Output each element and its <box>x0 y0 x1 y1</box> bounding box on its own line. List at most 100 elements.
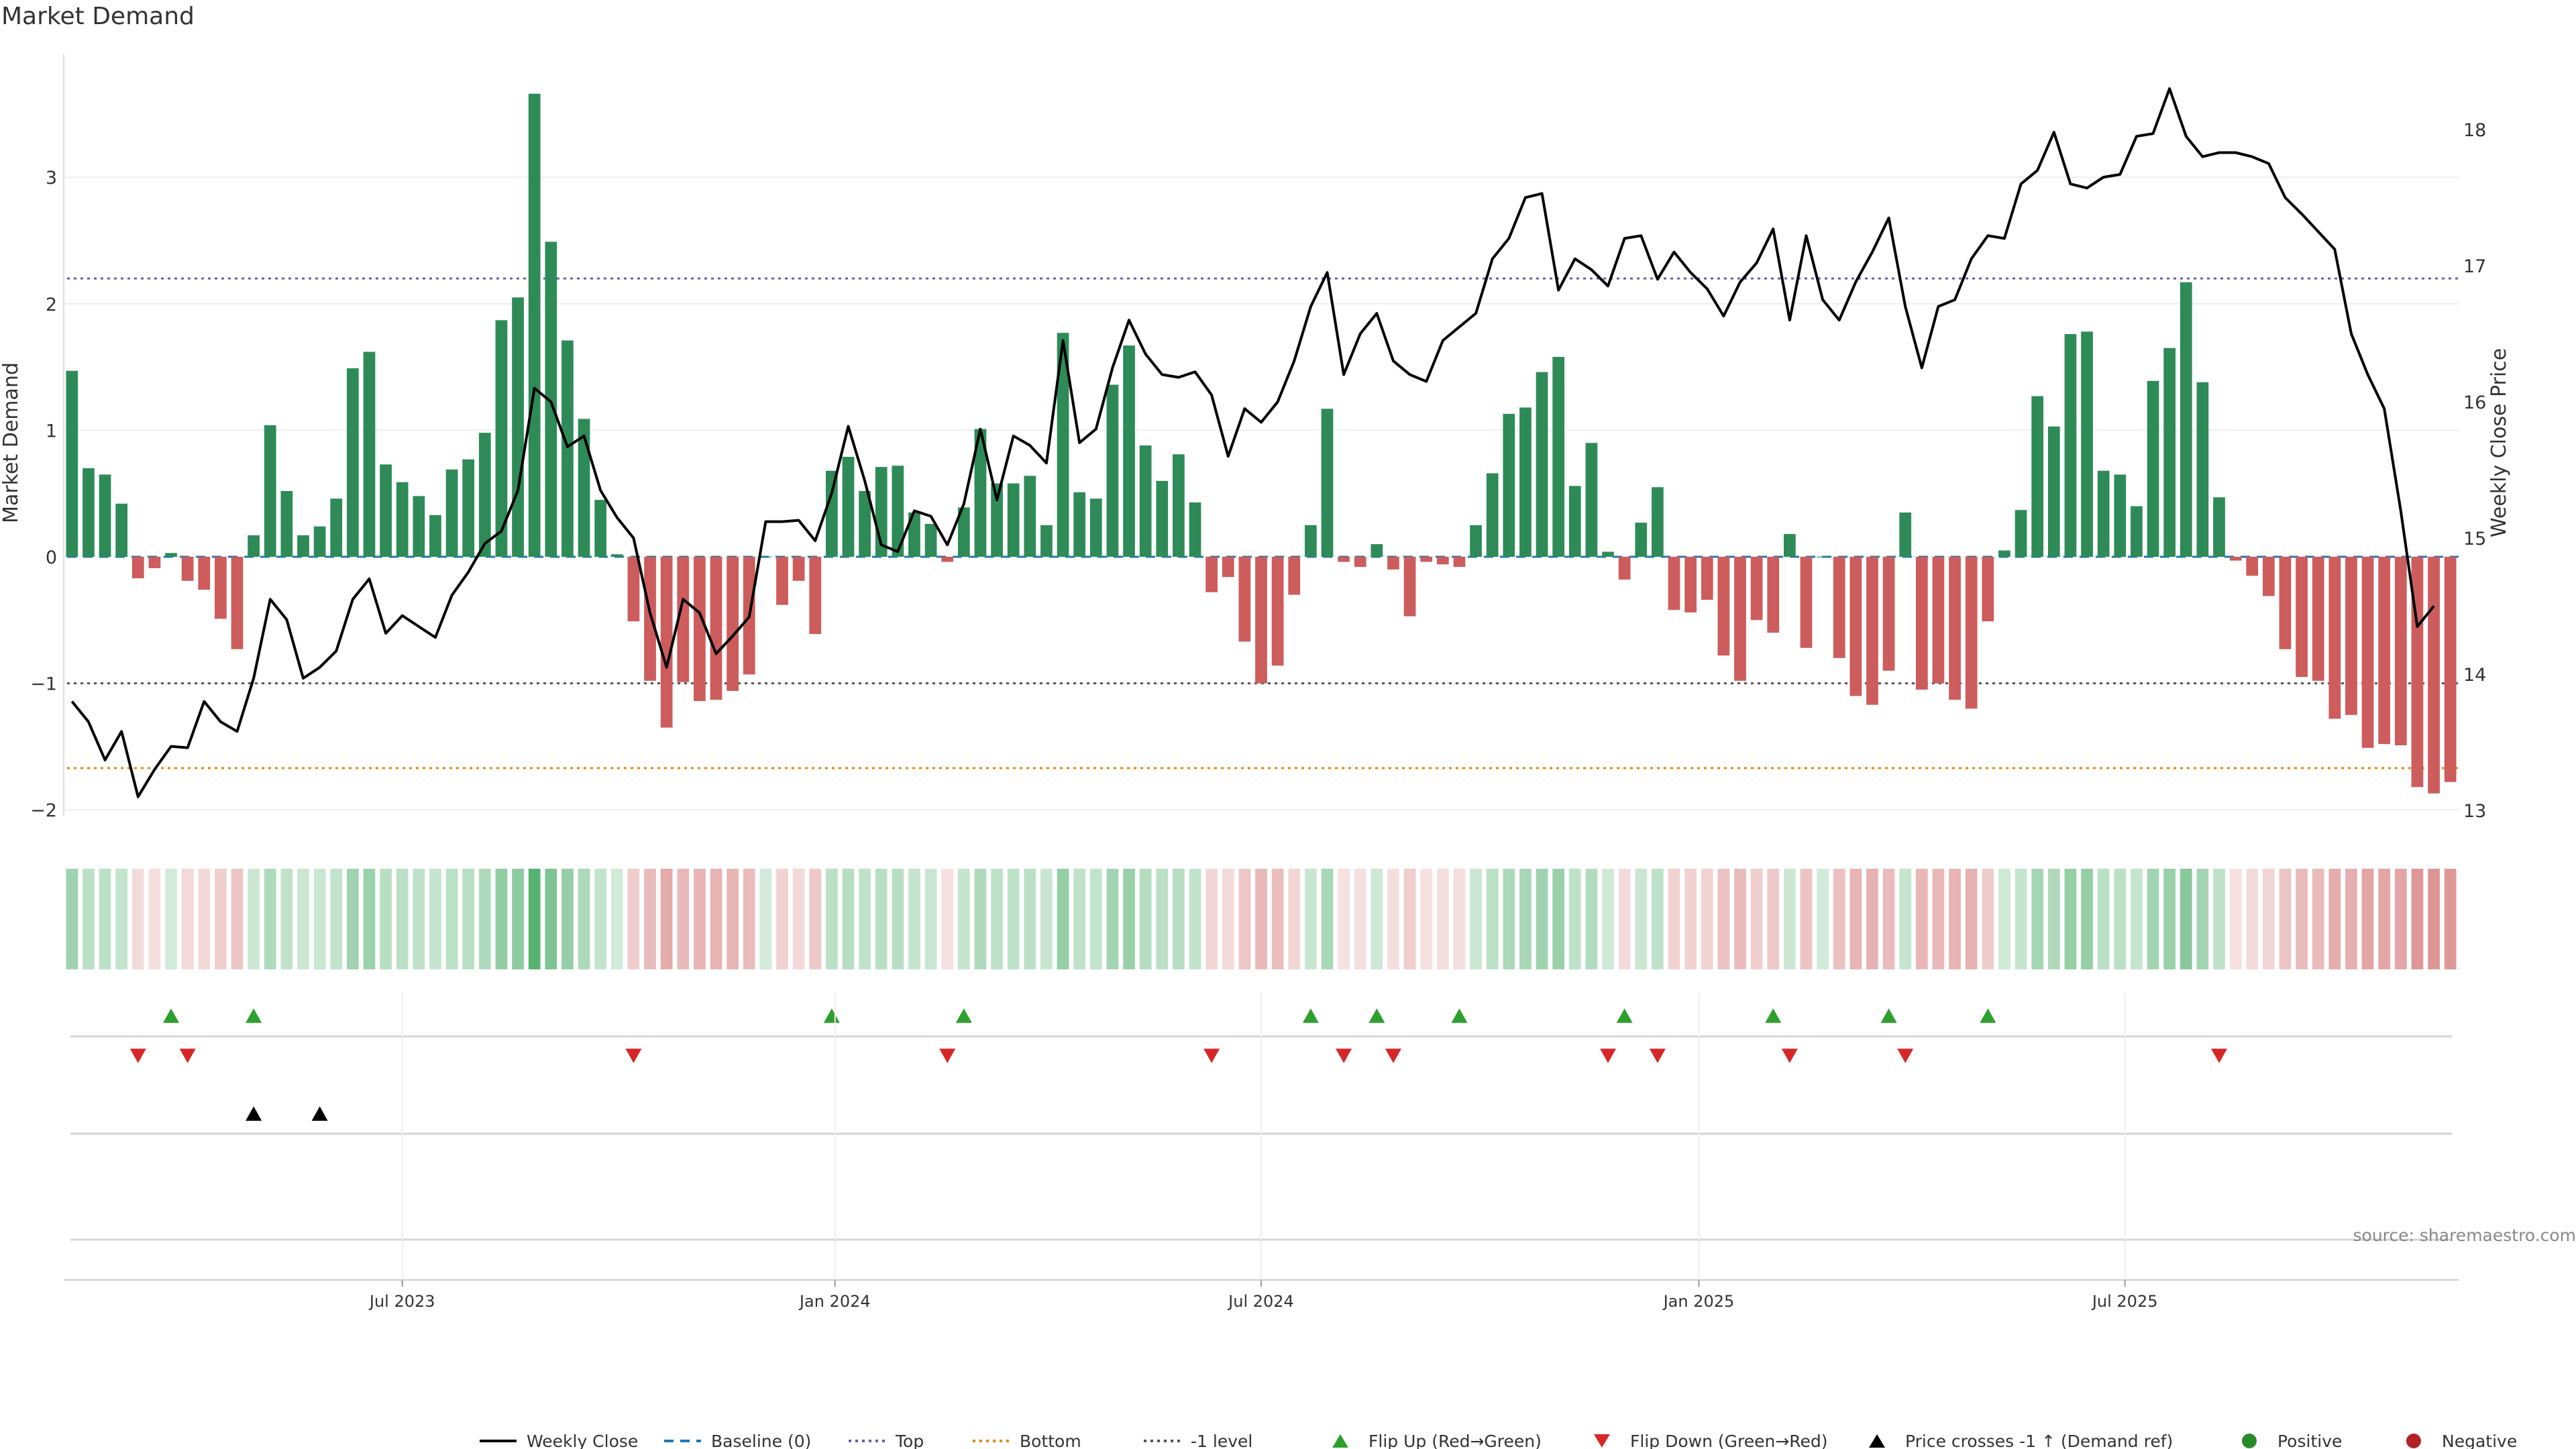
heat-cell <box>1684 869 1697 969</box>
demand-bar <box>512 297 524 557</box>
demand-bar <box>1222 557 1234 578</box>
x-tick-label: Jul 2024 <box>1227 1292 1294 1311</box>
x-tick-label: Jan 2024 <box>798 1292 871 1311</box>
demand-bar <box>2229 557 2242 561</box>
demand-bar <box>1965 557 1978 709</box>
demand-bar <box>115 503 128 557</box>
heat-cell <box>759 869 772 969</box>
y2-tick-label: 16 <box>2463 392 2486 413</box>
heat-cell <box>1387 869 1399 969</box>
heat-cell <box>528 869 541 969</box>
demand-bar <box>1652 487 1664 557</box>
heat-cell <box>2047 869 2060 969</box>
heat-cell <box>1552 869 1565 969</box>
weekly-close-line <box>70 87 2435 798</box>
heat-cell <box>1338 869 1350 969</box>
heat-cell <box>1354 869 1366 969</box>
heat-cell <box>957 869 970 969</box>
demand-bar <box>594 500 607 557</box>
heat-cell <box>1321 869 1334 969</box>
demand-bar <box>710 557 722 700</box>
demand-bar <box>1073 492 1086 557</box>
legend-label: Weekly Close <box>527 1432 638 1449</box>
heat-cell <box>1106 869 1119 969</box>
demand-bar <box>1932 557 1945 684</box>
demand-bar <box>1123 345 1135 557</box>
heat-cell <box>1503 869 1515 969</box>
legend-label: Price crosses -1 ↑ (Demand ref) <box>1905 1432 2173 1449</box>
heat-cell <box>2361 869 2374 969</box>
heat-cell <box>280 869 293 969</box>
heat-cell <box>776 869 788 969</box>
heat-cell <box>1882 869 1895 969</box>
heat-cell <box>561 869 574 969</box>
demand-bar <box>809 557 822 635</box>
heat-cell <box>1800 869 1813 969</box>
heat-cell <box>644 869 656 969</box>
heat-cell <box>380 869 392 969</box>
y-tick-label: 1 <box>46 421 57 441</box>
heat-cell <box>1089 869 1102 969</box>
heat-cell <box>727 869 739 969</box>
demand-bar <box>578 419 590 557</box>
demand-bar <box>792 557 805 581</box>
demand-bar <box>66 370 78 557</box>
y2-tick-label: 14 <box>2463 665 2486 686</box>
demand-bar <box>478 433 491 557</box>
demand-bar <box>892 466 904 557</box>
flip-down-marker <box>179 1049 196 1063</box>
legend-swatch-flip-down <box>1594 1434 1610 1448</box>
heat-cell <box>1949 869 1961 969</box>
heat-cell <box>1866 869 1878 969</box>
demand-bar <box>346 368 359 557</box>
demand-bar <box>528 93 541 557</box>
heat-cell <box>2428 869 2440 969</box>
y-tick-label: 0 <box>46 547 57 568</box>
demand-bar <box>1436 557 1449 565</box>
demand-bar <box>1734 557 1746 681</box>
heat-cell <box>1932 869 1945 969</box>
demand-bar <box>1304 525 1317 557</box>
heat-cell <box>924 869 937 969</box>
heat-cell <box>2246 869 2259 969</box>
heat-cell <box>1371 869 1383 969</box>
heat-cell <box>2411 869 2424 969</box>
demand-bar <box>1982 557 1994 622</box>
y-tick-label: −1 <box>30 674 57 695</box>
heat-cell <box>330 869 343 969</box>
demand-bar <box>380 464 392 557</box>
demand-bar <box>297 535 309 557</box>
heat-cell <box>2296 869 2308 969</box>
flip-down-marker <box>1385 1049 1401 1063</box>
y-tick-label: −2 <box>30 800 57 821</box>
heat-cell <box>429 869 441 969</box>
y-axis-label: Market Demand <box>0 362 23 523</box>
demand-bar <box>545 241 557 557</box>
watermark: source: sharemaestro.com <box>2353 1226 2576 1245</box>
demand-bar <box>2279 557 2292 649</box>
demand-bar <box>2444 557 2457 782</box>
demand-bar <box>231 557 244 649</box>
demand-bar <box>1486 473 1499 557</box>
heat-cell <box>478 869 491 969</box>
demand-bar <box>198 557 211 590</box>
heat-cell <box>545 869 557 969</box>
heat-cell <box>1965 869 1978 969</box>
demand-bar <box>2131 506 2143 557</box>
heat-cell <box>1486 869 1499 969</box>
demand-bar <box>2378 557 2391 745</box>
demand-bar <box>1783 534 1796 557</box>
demand-bar <box>2328 557 2341 719</box>
heat-cell <box>1817 869 1829 969</box>
demand-bar <box>462 459 475 557</box>
legend-swatch-price-cross <box>1869 1434 1885 1448</box>
heat-cell <box>743 869 755 969</box>
heat-cell <box>842 869 855 969</box>
heat-cell <box>346 869 359 969</box>
y2-tick-label: 15 <box>2463 529 2486 549</box>
heat-cell <box>2378 869 2391 969</box>
demand-bar <box>1156 480 1169 557</box>
demand-bar <box>1767 557 1780 633</box>
y2-tick-label: 13 <box>2463 801 2486 822</box>
demand-bar <box>1949 557 1961 700</box>
